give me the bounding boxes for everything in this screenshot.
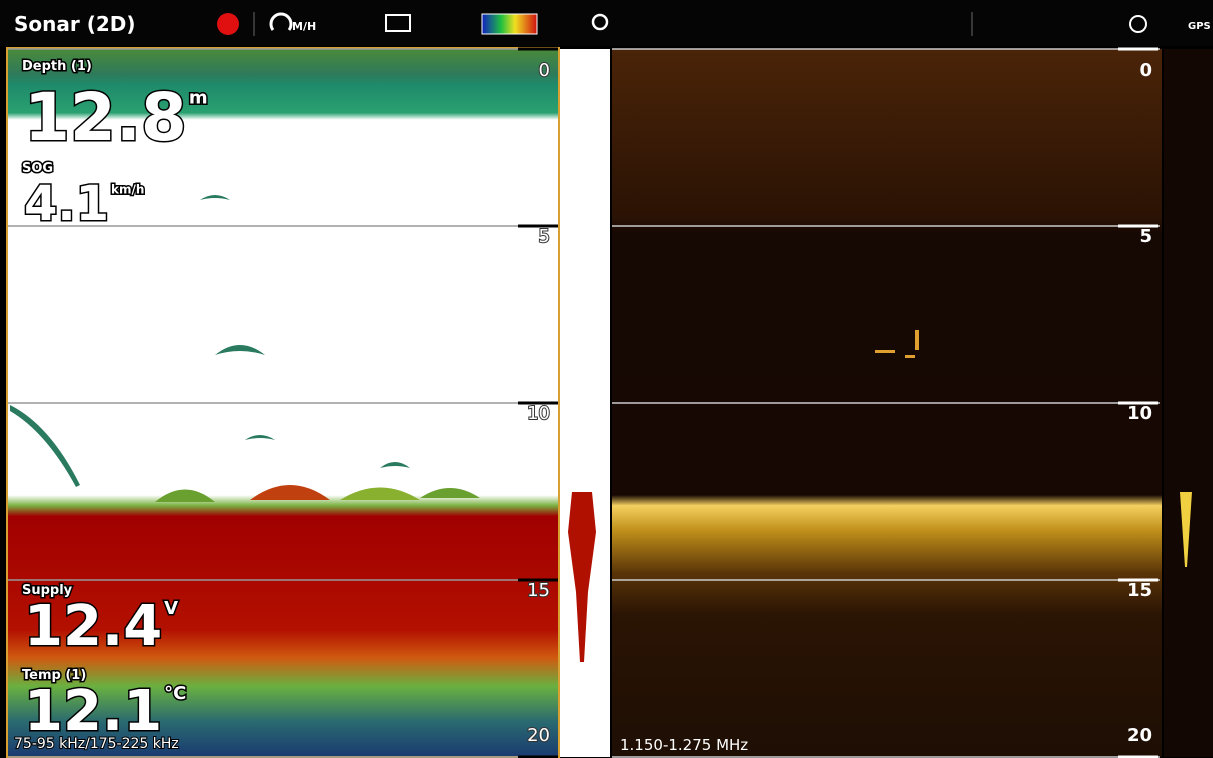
fish-arches — [10, 195, 480, 502]
status-icon — [1129, 15, 1147, 33]
depth-label: 0 — [539, 60, 550, 81]
left-frequency: 75-95 kHz/175-225 kHz — [14, 736, 179, 752]
depth-label: 5 — [1139, 226, 1152, 247]
depth-label: 20 — [527, 725, 550, 746]
readout-label: Depth (1) — [22, 59, 92, 74]
readout-unit: m — [189, 88, 208, 109]
a-scope-return — [568, 492, 596, 662]
left-a-scope — [560, 49, 610, 757]
readout-label: Supply — [22, 583, 73, 598]
readout-unit: km/h — [111, 183, 144, 197]
right-a-scope — [1164, 49, 1213, 757]
readout-unit: °C — [164, 683, 186, 704]
depth-label: 15 — [527, 580, 550, 601]
depth-label: 5 — [539, 226, 550, 247]
depth-label: 10 — [527, 403, 550, 424]
a-scope-return — [1180, 492, 1192, 567]
readout-value: 12.4 — [24, 594, 162, 659]
depth-label: 0 — [1139, 60, 1152, 81]
record-button[interactable] — [217, 13, 239, 35]
depth-label: 10 — [1127, 403, 1152, 424]
gps-status: GPS — [1188, 21, 1211, 32]
color-palette[interactable] — [481, 13, 538, 35]
depth-label: 15 — [1127, 580, 1152, 601]
title: Sonar (2D) — [14, 12, 136, 36]
display-icon[interactable] — [385, 14, 411, 32]
readout-value: 12.1 — [24, 679, 162, 744]
fish-target — [875, 330, 919, 358]
readout-unit: V — [164, 598, 178, 619]
zoom-icon[interactable] — [591, 13, 609, 31]
right-frequency: 1.150-1.275 MHz — [620, 736, 748, 754]
depth-label: 20 — [1127, 725, 1152, 746]
readout-label: SOG — [22, 161, 53, 176]
readout-value: 4.1 — [24, 176, 109, 232]
speed-unit: M/H — [292, 20, 316, 33]
speed-icon[interactable] — [269, 12, 293, 31]
readout-value: 12.8 — [24, 79, 187, 156]
readout-label: Temp (1) — [22, 668, 86, 683]
